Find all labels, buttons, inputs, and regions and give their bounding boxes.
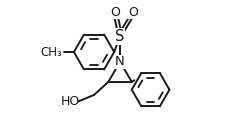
Text: HO: HO <box>61 95 80 108</box>
Text: CH₃: CH₃ <box>40 46 62 58</box>
Text: S: S <box>115 29 125 44</box>
Text: N: N <box>115 55 125 68</box>
Text: O: O <box>111 6 120 19</box>
Text: O: O <box>128 6 138 19</box>
